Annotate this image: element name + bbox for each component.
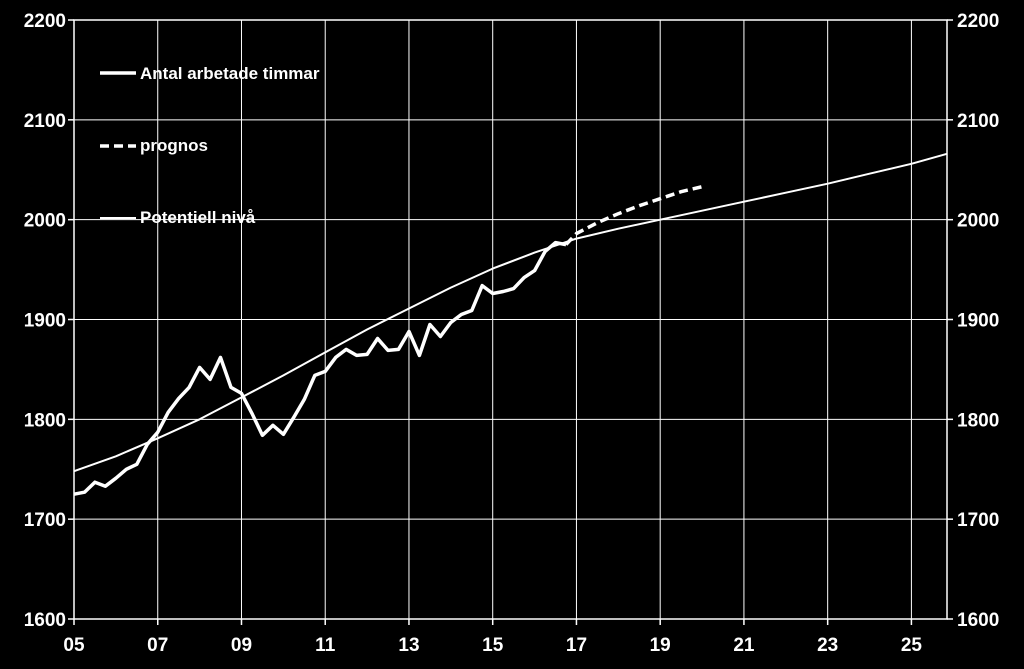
- y-tick-label-right: 1800: [957, 410, 999, 431]
- x-tick-label: 21: [733, 635, 755, 656]
- x-tick-label: 17: [566, 635, 587, 656]
- y-tick-label-left: 1600: [24, 610, 66, 631]
- legend-label-prognos: prognos: [140, 136, 208, 155]
- y-tick-label-right: 2000: [957, 211, 999, 232]
- prognos-line: [564, 184, 703, 246]
- y-tick-label-left: 2100: [24, 111, 66, 132]
- potentiell-niva-line: [73, 152, 948, 473]
- y-tick-label-left: 2000: [24, 211, 66, 232]
- y-tick-label-right: 1600: [957, 610, 999, 631]
- legend-label-potentiell: Potentiell nivå: [140, 208, 256, 227]
- y-tick-label-left: 1900: [24, 311, 66, 332]
- horizontal-gridlines: [74, 119, 947, 520]
- x-axis-ticks: 05 07 09 11 13 15 17 19 21 23 25: [63, 619, 922, 656]
- x-tick-label: 13: [398, 635, 419, 656]
- y-tick-label-right: 2100: [957, 111, 999, 132]
- left-y-axis-ticks: 1600 1700 1800 1900 2000 2100 2200: [24, 11, 74, 631]
- y-tick-label-right: 1900: [957, 311, 999, 332]
- y-tick-label-left: 1700: [24, 510, 66, 531]
- x-tick-label: 19: [650, 635, 671, 656]
- y-tick-label-left: 1800: [24, 410, 66, 431]
- legend: Antal arbetade timmar prognos Potentiell…: [100, 64, 320, 227]
- x-tick-label: 25: [901, 635, 923, 656]
- x-tick-label: 15: [482, 635, 504, 656]
- y-tick-label-left: 2200: [24, 11, 66, 32]
- y-tick-label-right: 1700: [957, 510, 999, 531]
- y-tick-label-right: 2200: [957, 11, 999, 32]
- x-tick-label: 23: [817, 635, 838, 656]
- x-tick-label: 07: [147, 635, 168, 656]
- x-tick-label: 11: [315, 635, 336, 656]
- series-lines: [73, 152, 948, 496]
- antal-arbetade-timmar-line: [73, 240, 567, 496]
- x-tick-label: 05: [63, 635, 85, 656]
- x-tick-label: 09: [231, 635, 252, 656]
- legend-label-antal: Antal arbetade timmar: [140, 64, 320, 83]
- right-y-axis-ticks: 1600 1700 1800 1900 2000 2100 2200: [947, 11, 999, 631]
